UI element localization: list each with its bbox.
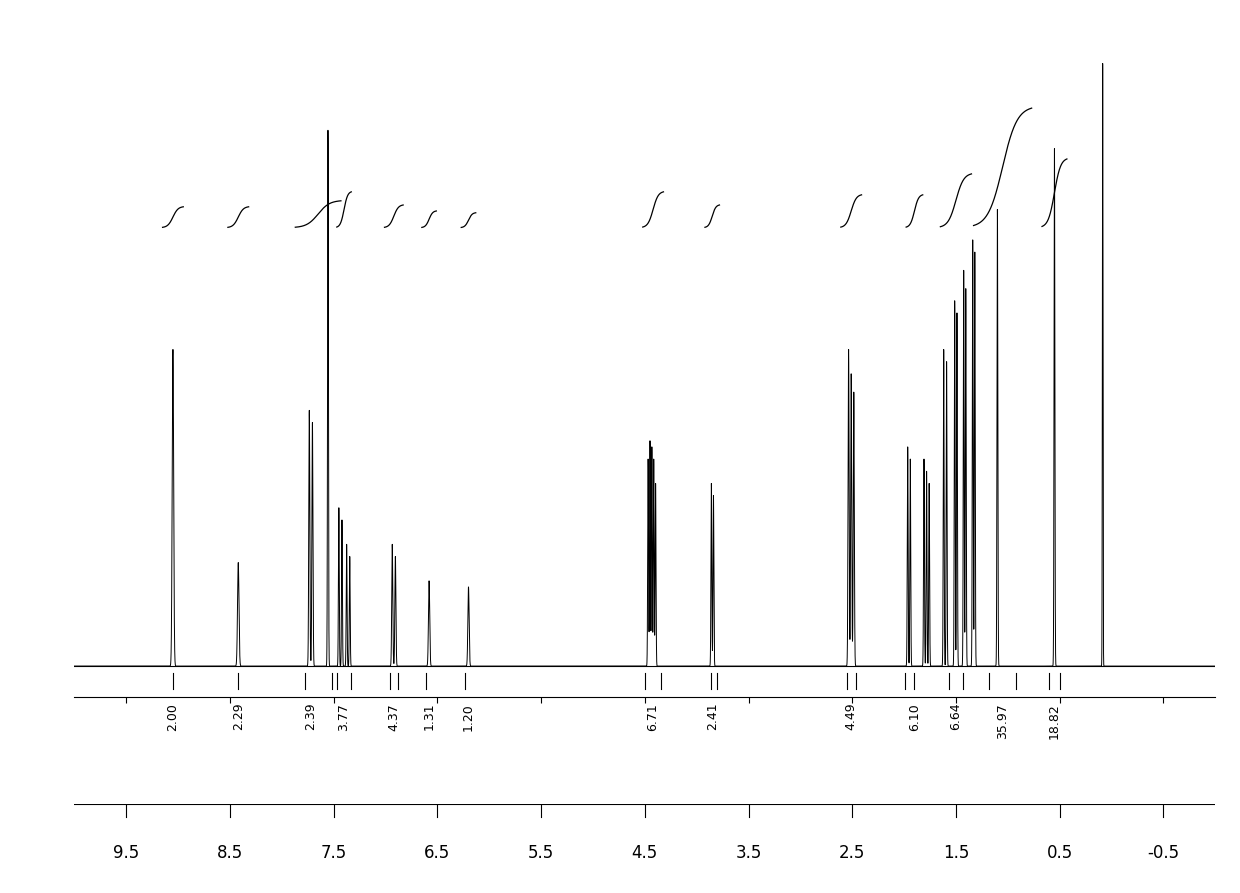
Text: 8.5: 8.5: [217, 844, 243, 862]
Text: 6.5: 6.5: [424, 844, 450, 862]
Text: 4.37: 4.37: [387, 703, 401, 730]
Text: 3.5: 3.5: [735, 844, 761, 862]
Text: 1.20: 1.20: [463, 703, 475, 730]
Text: 2.29: 2.29: [232, 703, 244, 730]
Text: 4.49: 4.49: [844, 703, 858, 730]
Text: 3.77: 3.77: [337, 703, 351, 730]
Text: 7.5: 7.5: [321, 844, 347, 862]
Text: -0.5: -0.5: [1147, 844, 1179, 862]
Text: 5.5: 5.5: [528, 844, 554, 862]
Text: 2.5: 2.5: [839, 844, 866, 862]
Text: 9.5: 9.5: [113, 844, 139, 862]
Text: 1.5: 1.5: [942, 844, 970, 862]
Text: 6.71: 6.71: [646, 703, 660, 730]
Text: 0.5: 0.5: [1047, 844, 1073, 862]
Text: 6.64: 6.64: [950, 703, 962, 730]
Text: 4.5: 4.5: [631, 844, 658, 862]
Text: 2.41: 2.41: [706, 703, 719, 730]
Text: 2.00: 2.00: [166, 703, 180, 730]
Text: 35.97: 35.97: [996, 703, 1009, 739]
Text: 18.82: 18.82: [1048, 703, 1061, 739]
Text: 2.39: 2.39: [304, 703, 317, 730]
Text: 6.10: 6.10: [908, 703, 921, 730]
Text: 1.31: 1.31: [423, 703, 435, 730]
